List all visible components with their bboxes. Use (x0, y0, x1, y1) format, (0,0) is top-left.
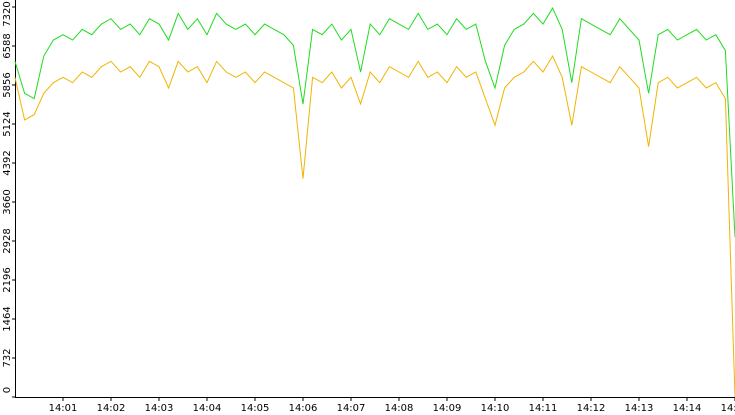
x-tick-label: 14:08 (385, 403, 414, 414)
x-tick-label: 14:07 (337, 403, 366, 414)
y-tick-label: 6588 (2, 33, 13, 58)
y-tick-label: 1464 (2, 306, 13, 331)
y-tick-label: 3660 (2, 189, 13, 214)
x-tick-label: 14:04 (193, 403, 222, 414)
y-tick-label: 732 (2, 348, 13, 367)
x-tick-label: 14:05 (241, 403, 270, 414)
x-tick-label: 14:14 (673, 403, 702, 414)
y-tick-label: 0 (2, 387, 13, 393)
x-tick-label: 14:13 (625, 403, 654, 414)
y-tick-label: 2928 (2, 228, 13, 253)
y-tick-label: 7320 (2, 1, 13, 26)
x-tick-label: 14:06 (289, 403, 318, 414)
y-tick-label: 5124 (2, 111, 13, 136)
y-tick-label: 4392 (2, 150, 13, 175)
y-tick-label: 5856 (2, 72, 13, 97)
x-tick-label: 14:12 (577, 403, 606, 414)
x-tick-label: 14:01 (49, 403, 78, 414)
x-tick-label: 14:03 (145, 403, 174, 414)
x-tick-label: 14:09 (433, 403, 462, 414)
x-tick-label: 14:10 (481, 403, 510, 414)
series-line (14, 54, 735, 398)
x-tick-label: 14:15 (721, 403, 735, 414)
x-tick-label: 14:02 (97, 403, 126, 414)
y-tick-label: 2196 (2, 267, 13, 292)
series-line (14, 6, 735, 238)
x-tick-label: 14:11 (529, 403, 558, 414)
